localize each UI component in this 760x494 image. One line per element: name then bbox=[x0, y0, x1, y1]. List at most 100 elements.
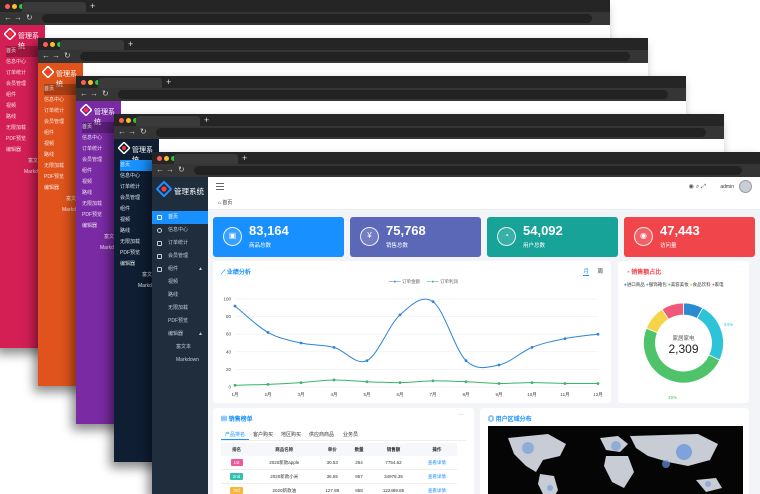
menu-infinite-load[interactable]: 无限加载 bbox=[168, 305, 189, 311]
menu-member-mgmt[interactable]: 会员管理 bbox=[44, 119, 65, 125]
menu-editor[interactable]: 编辑器 bbox=[44, 185, 60, 191]
data-point[interactable] bbox=[464, 380, 468, 384]
menu-home[interactable]: 首页 bbox=[152, 211, 208, 224]
data-point[interactable] bbox=[299, 341, 303, 345]
back-icon[interactable]: ← bbox=[156, 165, 164, 174]
breadcrumb-home[interactable]: 首页 bbox=[222, 200, 233, 206]
menu-infinite-load[interactable]: 无限加载 bbox=[44, 163, 65, 169]
data-point[interactable] bbox=[398, 381, 402, 384]
menu-member-mgmt[interactable]: 会员管理 bbox=[6, 81, 27, 87]
data-point[interactable] bbox=[497, 363, 501, 367]
data-point[interactable] bbox=[563, 382, 567, 385]
menu-rich-text[interactable]: 富文本 bbox=[66, 196, 82, 202]
new-tab-button[interactable]: + bbox=[166, 77, 172, 87]
menu-video[interactable]: 视频 bbox=[44, 141, 55, 147]
pie-legend-label[interactable]: 服饰箱包 bbox=[648, 282, 667, 287]
data-point[interactable] bbox=[332, 378, 336, 382]
menu-markdown[interactable]: Markdown bbox=[100, 245, 121, 251]
menu-info-center[interactable]: 信息中心 bbox=[6, 59, 27, 65]
new-tab-button[interactable]: + bbox=[242, 153, 248, 163]
username[interactable]: admin bbox=[720, 184, 734, 190]
menu-infinite-load[interactable]: 无限加载 bbox=[82, 201, 103, 207]
tab-suppliers[interactable]: 供应商商品 bbox=[309, 432, 335, 438]
menu-route[interactable]: 路线 bbox=[168, 292, 179, 298]
menu-pdf-preview[interactable]: PDF预览 bbox=[6, 136, 27, 142]
menu-pdf-preview[interactable]: PDF预览 bbox=[120, 250, 141, 256]
menu-pdf-preview[interactable]: PDF预览 bbox=[168, 318, 189, 324]
menu-rich-text[interactable]: 富文本 bbox=[142, 272, 158, 278]
menu-info-center[interactable]: 信息中心 bbox=[120, 173, 141, 179]
menu-components[interactable]: 组件 bbox=[120, 206, 131, 212]
menu-route[interactable]: 路线 bbox=[82, 190, 93, 196]
menu-markdown[interactable]: Markdown bbox=[176, 357, 200, 363]
menu-member-mgmt[interactable]: 会员管理 bbox=[120, 195, 141, 201]
legend-item[interactable]: ━●━ 订单金额 bbox=[389, 279, 420, 284]
tab-salesperson[interactable]: 业务员 bbox=[343, 432, 359, 438]
menu-components[interactable]: 组件 bbox=[44, 130, 55, 136]
menu-member-mgmt[interactable]: 会员管理 bbox=[82, 157, 103, 163]
menu-info-center[interactable]: 信息中心 bbox=[82, 135, 103, 141]
view-details-link[interactable]: 查看详情 bbox=[416, 483, 457, 494]
tab-regions[interactable]: 地区购买 bbox=[281, 432, 302, 438]
data-point[interactable] bbox=[398, 313, 402, 317]
menu-info-center[interactable]: 信息中心 bbox=[152, 224, 208, 237]
menu-pdf-preview[interactable]: PDF预览 bbox=[82, 212, 103, 218]
menu-home[interactable]: 首页 bbox=[6, 46, 45, 57]
reload-icon[interactable]: ↻ bbox=[178, 165, 185, 174]
fullscreen-icon[interactable]: ⤢ bbox=[701, 184, 708, 190]
menu-rich-text[interactable]: 富文本 bbox=[28, 158, 44, 164]
pie-legend-label[interactable]: 进口商品 bbox=[626, 282, 645, 287]
legend-item[interactable]: ━●━ 订单利润 bbox=[427, 279, 458, 284]
menu-route[interactable]: 路线 bbox=[6, 114, 17, 120]
data-point[interactable] bbox=[431, 300, 435, 304]
menu-editor[interactable]: 编辑器 bbox=[6, 147, 22, 153]
toggle-week[interactable]: 周 bbox=[597, 269, 603, 275]
menu-infinite-load[interactable]: 无限加载 bbox=[120, 239, 141, 245]
menu-order-stats[interactable]: 订单统计 bbox=[82, 146, 103, 152]
data-point[interactable] bbox=[596, 382, 600, 385]
data-point[interactable] bbox=[266, 382, 270, 386]
menu-order-stats[interactable]: 订单统计 bbox=[44, 108, 65, 114]
address-bar[interactable] bbox=[194, 166, 742, 175]
menu-order-stats[interactable]: 订单统计 bbox=[6, 70, 27, 76]
menu-video[interactable]: 视频 bbox=[6, 103, 17, 109]
menu-home[interactable]: 首页 bbox=[82, 122, 121, 133]
menu-video[interactable]: 视频 bbox=[120, 217, 131, 223]
view-details-link[interactable]: 查看详情 bbox=[416, 456, 457, 470]
menu-info-center[interactable]: 信息中心 bbox=[44, 97, 65, 103]
hamburger-icon[interactable] bbox=[216, 183, 224, 190]
data-point[interactable] bbox=[233, 383, 237, 387]
data-point[interactable] bbox=[530, 381, 534, 384]
menu-rich-text[interactable]: 富文本 bbox=[176, 344, 192, 350]
menu-markdown[interactable]: Markdown bbox=[24, 169, 45, 175]
tab-customers[interactable]: 客户购买 bbox=[253, 432, 274, 438]
data-point[interactable] bbox=[530, 346, 534, 349]
menu-markdown[interactable]: Markdown bbox=[138, 283, 159, 289]
menu-order-stats[interactable]: 订单统计 bbox=[120, 184, 141, 190]
data-point[interactable] bbox=[431, 379, 435, 383]
menu-rich-text[interactable]: 富文本 bbox=[104, 234, 120, 240]
menu-route[interactable]: 路线 bbox=[120, 228, 131, 234]
browser-tab[interactable] bbox=[174, 154, 238, 164]
search-icon[interactable]: ⌕ bbox=[695, 184, 702, 190]
pie-legend-label[interactable]: 家电 bbox=[714, 282, 724, 287]
avatar[interactable] bbox=[739, 180, 752, 193]
menu-home[interactable]: 首页 bbox=[120, 160, 159, 171]
world-map[interactable] bbox=[488, 426, 743, 494]
menu-markdown[interactable]: Markdown bbox=[62, 207, 83, 213]
menu-video[interactable]: 视频 bbox=[168, 279, 179, 285]
menu-order-stats[interactable]: 订单统计 bbox=[152, 237, 208, 250]
data-point[interactable] bbox=[563, 337, 567, 340]
menu-member-mgmt[interactable]: 会员管理 bbox=[152, 250, 208, 263]
data-point[interactable] bbox=[365, 380, 369, 384]
toggle-month[interactable]: 月 bbox=[583, 269, 589, 276]
menu-components[interactable]: 组件 bbox=[82, 168, 93, 174]
data-point[interactable] bbox=[266, 331, 270, 334]
menu-infinite-load[interactable]: 无限加载 bbox=[6, 125, 27, 131]
data-point[interactable] bbox=[464, 359, 468, 362]
forward-icon[interactable]: → bbox=[166, 165, 174, 174]
pie-legend-label[interactable]: 美容美妆 bbox=[670, 282, 689, 287]
data-point[interactable] bbox=[332, 346, 336, 349]
menu-home[interactable]: 首页 bbox=[44, 84, 83, 95]
pie-legend-label[interactable]: 食品饮料 bbox=[692, 282, 711, 287]
